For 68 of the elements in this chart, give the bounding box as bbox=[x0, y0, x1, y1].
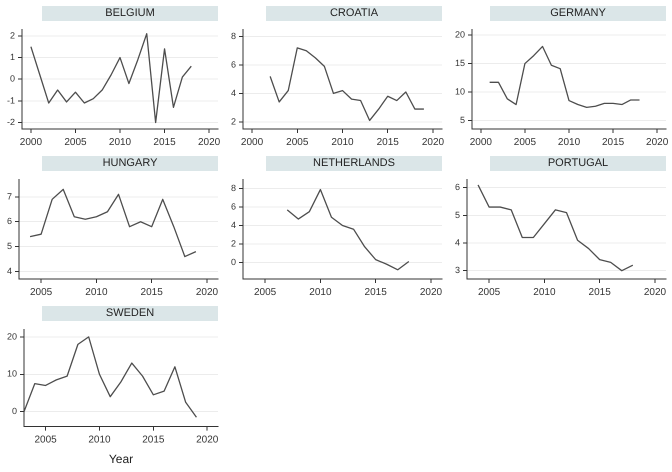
y-tick-label: 0 bbox=[230, 256, 236, 267]
x-tick-label: 2000 bbox=[240, 136, 264, 148]
y-tick-label: 20 bbox=[454, 30, 466, 40]
y-tick-label: 5 bbox=[460, 114, 466, 125]
x-tick-label: 2005 bbox=[286, 136, 309, 148]
y-tick-label: 1 bbox=[10, 52, 15, 62]
x-tick-label: 2010 bbox=[309, 286, 332, 298]
chart-title: GERMANY bbox=[490, 6, 666, 21]
x-tick-label: 2020 bbox=[646, 136, 669, 148]
y-tick-label: 3 bbox=[454, 265, 460, 276]
x-tick-label: 2010 bbox=[108, 136, 132, 148]
x-tick-label: 2015 bbox=[140, 286, 164, 298]
y-tick-label: -1 bbox=[6, 95, 15, 106]
y-tick-label: 0 bbox=[10, 74, 15, 84]
x-tick-label: 2015 bbox=[588, 286, 612, 298]
chart-title: SWEDEN bbox=[42, 306, 218, 321]
x-tick-label: 2015 bbox=[153, 136, 176, 148]
x-tick-label: 2020 bbox=[420, 286, 443, 298]
x-tick-label: 2005 bbox=[478, 286, 501, 298]
x-tick-label: 2010 bbox=[331, 136, 354, 148]
x-tick-label: 2015 bbox=[376, 136, 400, 148]
x-tick-label: 2010 bbox=[85, 286, 108, 298]
y-tick-label: 2 bbox=[230, 116, 236, 126]
y-tick-label: -2 bbox=[6, 116, 15, 127]
y-tick-label: 5 bbox=[6, 241, 12, 252]
x-tick-label: 2020 bbox=[422, 136, 445, 148]
y-tick-label: 0 bbox=[12, 406, 18, 416]
x-tick-label: 2005 bbox=[514, 136, 536, 148]
y-tick-label: 2 bbox=[230, 238, 236, 248]
x-tick-label: 2005 bbox=[34, 434, 58, 446]
x-tick-label: 2015 bbox=[142, 434, 165, 446]
chart-title: HUNGARY bbox=[42, 156, 218, 171]
y-tick-label: 6 bbox=[454, 182, 460, 192]
y-tick-label: 8 bbox=[230, 31, 236, 41]
x-tick-label: 2010 bbox=[558, 136, 581, 148]
chart-title: CROATIA bbox=[266, 6, 442, 21]
y-tick-label: 6 bbox=[6, 216, 12, 226]
x-tick-label: 2015 bbox=[364, 286, 388, 298]
x-tick-label: 2010 bbox=[88, 434, 112, 446]
y-tick-label: 4 bbox=[6, 266, 12, 276]
y-tick-label: 10 bbox=[454, 86, 466, 96]
x-axis-title: Year bbox=[108, 452, 134, 466]
x-tick-label: 2010 bbox=[533, 286, 556, 298]
chart-title: PORTUGAL bbox=[490, 156, 666, 171]
x-tick-label: 2005 bbox=[254, 286, 277, 298]
x-tick-label: 2005 bbox=[64, 136, 88, 148]
y-tick-label: 10 bbox=[6, 368, 18, 379]
y-tick-label: 20 bbox=[6, 331, 18, 342]
y-tick-label: 6 bbox=[230, 59, 236, 70]
y-tick-label: 15 bbox=[454, 58, 466, 68]
x-tick-label: 2005 bbox=[30, 286, 53, 298]
y-tick-label: 8 bbox=[230, 183, 236, 194]
y-tick-label: 4 bbox=[230, 88, 236, 98]
x-tick-label: 2000 bbox=[470, 136, 492, 148]
y-tick-label: 4 bbox=[230, 220, 236, 230]
y-tick-label: 7 bbox=[6, 191, 12, 202]
y-tick-label: 6 bbox=[230, 202, 236, 212]
y-tick-label: 5 bbox=[454, 210, 460, 220]
y-tick-label: 4 bbox=[454, 238, 460, 248]
y-tick-label: 2 bbox=[10, 30, 15, 40]
x-tick-label: 2020 bbox=[196, 434, 219, 446]
x-tick-label: 2020 bbox=[198, 136, 221, 148]
x-tick-label: 2015 bbox=[602, 136, 625, 148]
x-tick-label: 2020 bbox=[196, 286, 219, 298]
x-tick-label: 2000 bbox=[20, 136, 42, 148]
chart-title: BELGIUM bbox=[42, 6, 218, 21]
chart-title: NETHERLANDS bbox=[266, 156, 442, 171]
x-tick-label: 2020 bbox=[644, 286, 667, 298]
